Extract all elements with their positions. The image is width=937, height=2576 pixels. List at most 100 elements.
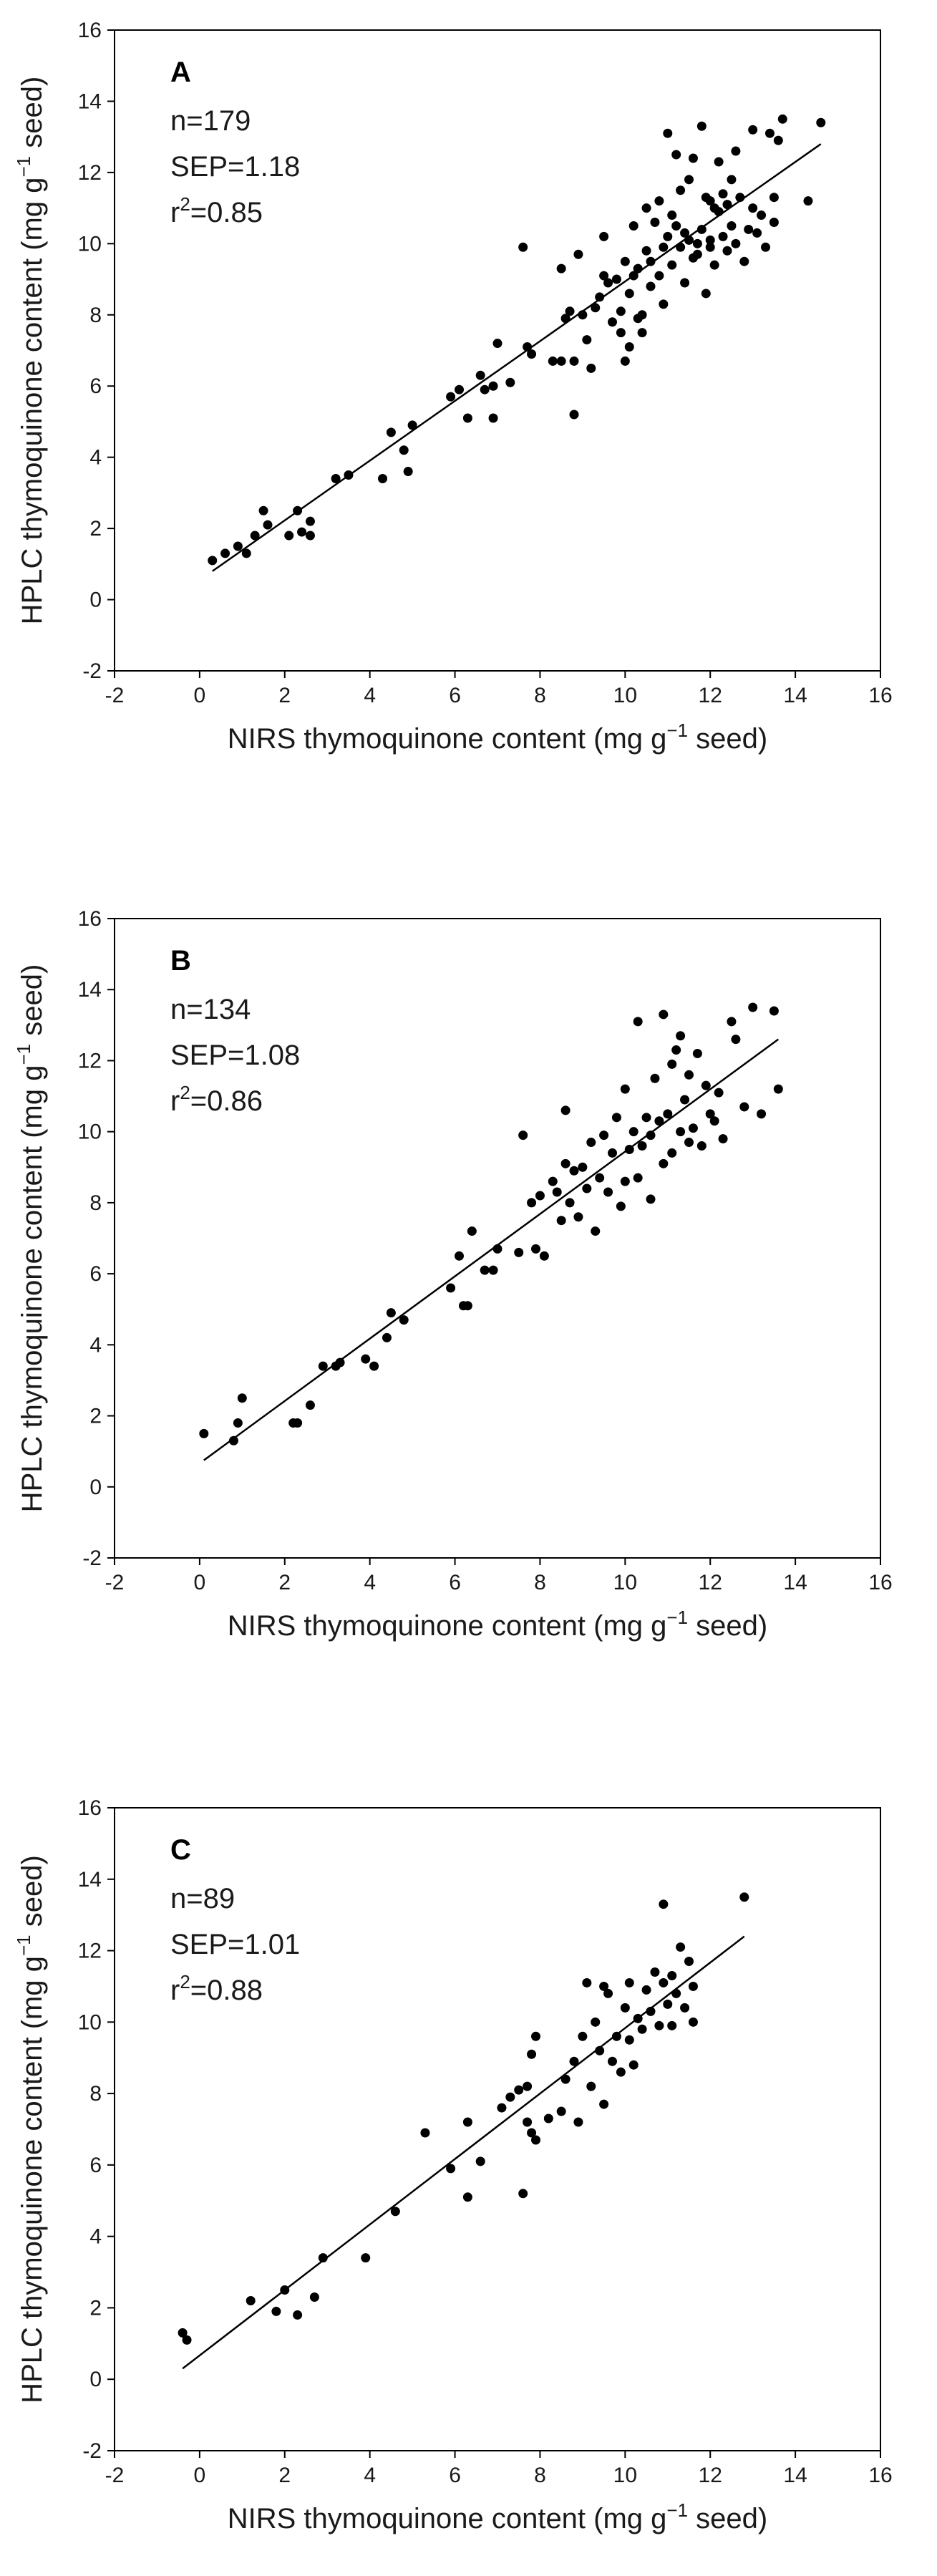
data-point — [578, 310, 588, 320]
data-point — [663, 128, 673, 138]
data-point — [475, 2156, 485, 2166]
data-point — [578, 1162, 588, 1172]
y-axis-title-suffix: seed) — [16, 1855, 48, 1935]
stat-annotation: SEP=1.08 — [170, 1040, 300, 1071]
data-point — [527, 349, 537, 359]
stat-text: r — [170, 1085, 180, 1117]
x-tick-label: 0 — [194, 1571, 206, 1594]
y-tick-label: 2 — [89, 1405, 102, 1428]
data-point — [654, 2020, 664, 2030]
panel-c: -2 0 2 4 6 8 10 12 14 16 -2 0 2 4 6 8 10 12 14 16 NIRS thymo… — [13, 1796, 893, 2534]
y-axis-title-suffix: seed) — [16, 964, 48, 1044]
data-point — [748, 125, 758, 135]
data-point — [705, 235, 715, 245]
data-point — [280, 2285, 290, 2295]
stat-text: r — [170, 197, 180, 228]
data-point — [599, 1130, 609, 1141]
data-point — [671, 150, 681, 160]
data-point — [709, 260, 719, 270]
y-tick-label: 6 — [89, 374, 102, 398]
data-point — [462, 1301, 472, 1311]
data-point — [560, 2074, 571, 2084]
data-point — [769, 218, 779, 227]
data-point — [757, 1109, 767, 1119]
regression-line — [203, 1038, 780, 1461]
data-point — [293, 505, 303, 515]
data-point — [539, 1251, 549, 1261]
data-point — [208, 556, 218, 566]
data-point — [599, 231, 609, 241]
data-point — [284, 531, 294, 541]
data-point — [680, 1095, 690, 1105]
data-point — [764, 128, 775, 138]
data-point — [488, 1265, 498, 1275]
data-point — [220, 548, 230, 558]
data-point — [616, 1201, 626, 1211]
plot-frame — [114, 29, 881, 672]
data-point — [591, 2017, 601, 2027]
y-tick-label: -2 — [82, 2439, 102, 2463]
data-point — [293, 2310, 303, 2320]
data-point — [386, 1308, 396, 1318]
data-point — [659, 1977, 669, 1987]
data-point — [527, 1198, 537, 1208]
data-point — [739, 1102, 749, 1112]
data-point — [446, 392, 456, 402]
data-point — [318, 2253, 328, 2263]
data-point — [620, 256, 630, 266]
data-point — [620, 2003, 630, 2013]
data-point — [318, 1361, 328, 1371]
data-point — [676, 242, 686, 252]
data-point — [705, 1109, 715, 1119]
data-point — [671, 1045, 681, 1055]
x-tick-label: 14 — [783, 2464, 807, 2487]
y-tick-label: 0 — [89, 589, 102, 612]
data-point — [620, 1084, 630, 1094]
x-tick-label: -2 — [105, 2464, 125, 2487]
data-point — [586, 2081, 596, 2091]
x-tick-label: 4 — [364, 2464, 376, 2487]
data-point — [595, 1173, 605, 1183]
data-point — [608, 317, 617, 327]
plot-frame — [114, 918, 881, 1559]
data-point — [228, 1435, 238, 1446]
data-point — [527, 2128, 537, 2138]
data-point — [518, 242, 528, 252]
data-point — [565, 1198, 575, 1208]
data-point — [599, 1981, 609, 1991]
data-point — [769, 1006, 779, 1016]
data-point — [722, 246, 732, 256]
x-axis-title-superscript: −1 — [666, 1607, 688, 1628]
data-point — [735, 193, 745, 203]
y-tick-label: 12 — [78, 1940, 102, 1963]
x-tick-label: 10 — [613, 684, 637, 707]
data-point — [637, 310, 647, 320]
stat-annotation: r2=0.88 — [170, 1971, 263, 2006]
data-point — [611, 2031, 621, 2041]
data-point — [659, 242, 669, 252]
y-tick-label: 14 — [78, 978, 102, 1002]
y-axis-title-superscript: −1 — [13, 1044, 34, 1065]
x-tick-label: -2 — [105, 684, 125, 707]
y-tick-label: 0 — [89, 1476, 102, 1499]
data-point — [616, 328, 626, 338]
data-point — [552, 1187, 562, 1197]
x-axis-title-text: NIRS thymoquinone content (mg g — [228, 2503, 667, 2534]
data-point — [446, 1283, 456, 1293]
data-point — [556, 263, 566, 273]
y-tick-label: 4 — [89, 446, 102, 470]
data-point — [595, 292, 605, 302]
data-point — [565, 306, 575, 316]
x-tick-label: 6 — [449, 2464, 461, 2487]
data-point — [560, 314, 571, 324]
plot-frame — [114, 1807, 881, 2451]
data-point — [684, 175, 694, 185]
y-tick-label: -2 — [82, 659, 102, 683]
data-point — [548, 1176, 558, 1186]
x-tick-label: 4 — [364, 1571, 376, 1594]
data-point — [646, 281, 656, 291]
data-point — [667, 1059, 677, 1069]
data-point — [514, 2085, 524, 2095]
stat-superscript: 2 — [180, 1971, 190, 1992]
data-point — [654, 196, 664, 206]
